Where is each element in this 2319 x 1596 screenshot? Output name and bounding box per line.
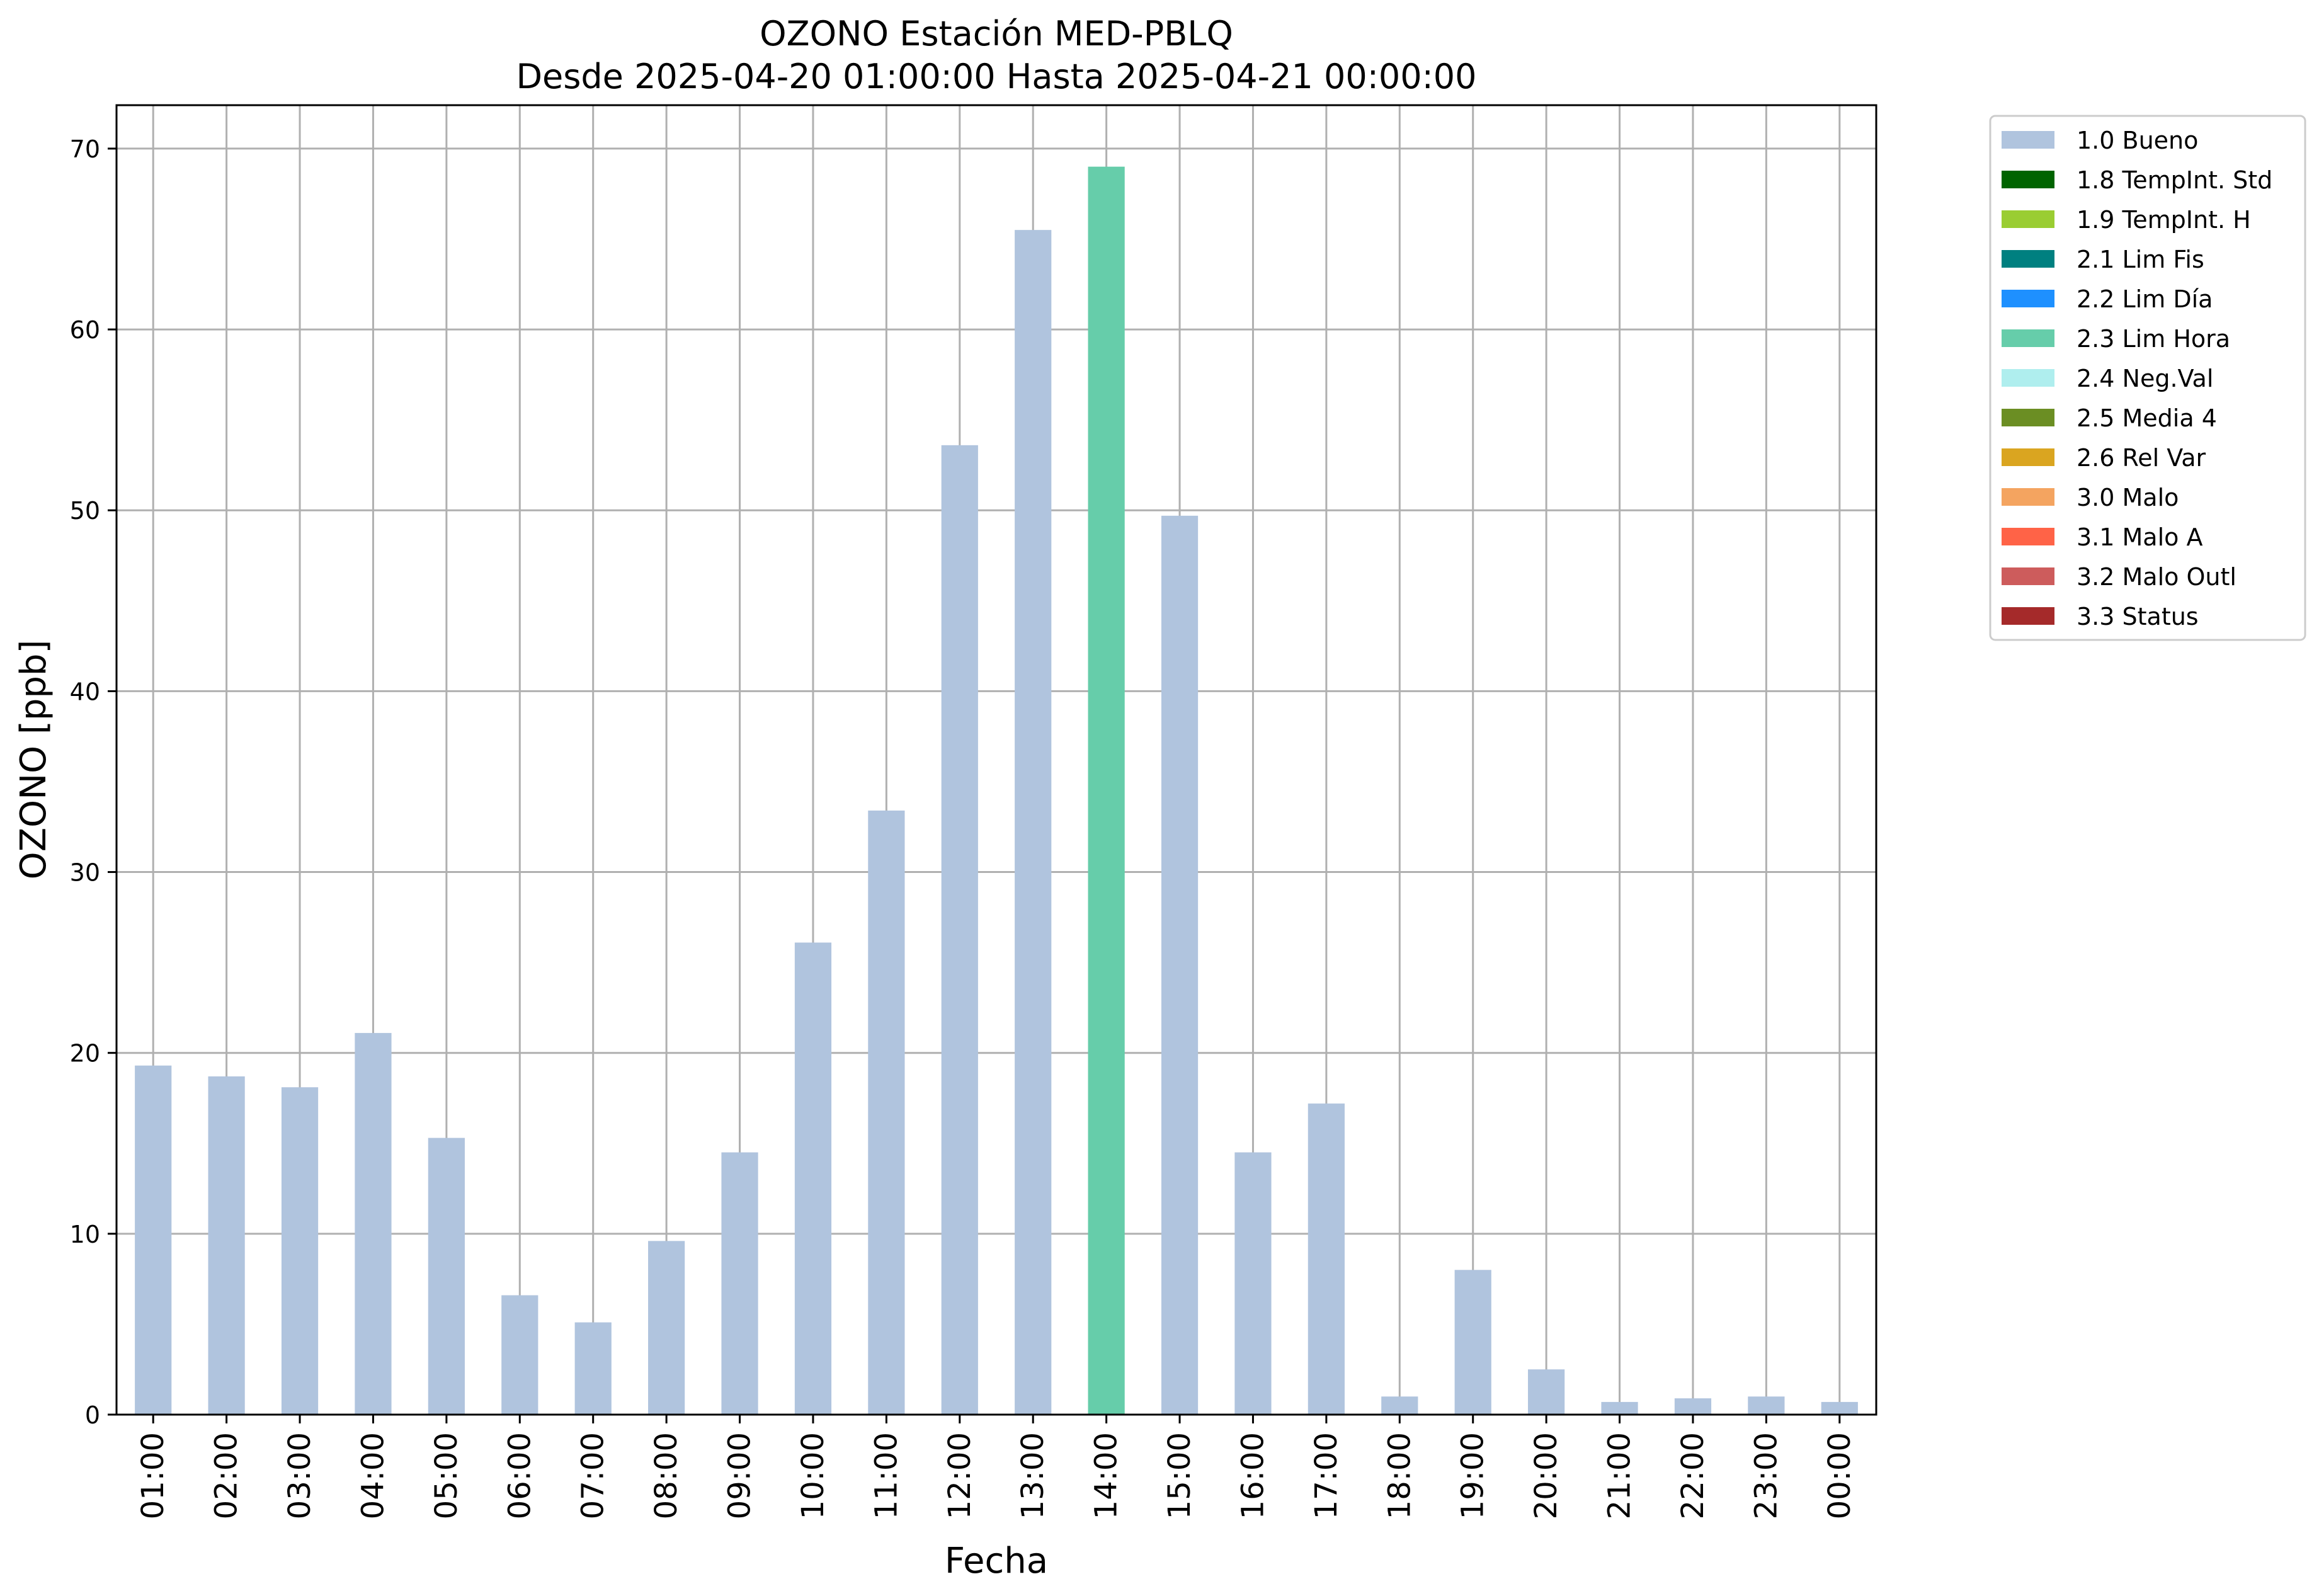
bar-0600 — [501, 1295, 538, 1415]
x-tick-label: 17:00 — [1309, 1432, 1344, 1519]
bar-1300 — [1015, 230, 1052, 1415]
y-axis-ticks: 0 10 20 30 40 50 60 70 — [70, 135, 117, 1429]
bar-0200 — [208, 1076, 245, 1415]
bar-0100 — [135, 1065, 172, 1415]
bar-1200 — [941, 445, 978, 1415]
bars — [135, 166, 1858, 1415]
bar-2100 — [1601, 1401, 1638, 1415]
bar-0500 — [428, 1137, 465, 1415]
bar-0000 — [1821, 1401, 1858, 1415]
legend-swatch — [2002, 131, 2054, 149]
bar-1900 — [1454, 1270, 1491, 1415]
legend-label: 1.9 TempInt. H — [2077, 206, 2251, 234]
bar-0700 — [574, 1322, 612, 1415]
x-tick-label: 22:00 — [1675, 1432, 1711, 1519]
legend-swatch — [2002, 528, 2054, 545]
bar-1500 — [1161, 515, 1199, 1415]
bar-0800 — [648, 1241, 685, 1415]
bar-0900 — [721, 1152, 758, 1415]
bar-1800 — [1381, 1396, 1418, 1415]
legend-swatch — [2002, 607, 2054, 625]
bar-1100 — [868, 810, 905, 1415]
x-tick-label: 12:00 — [942, 1432, 977, 1519]
x-tick-label: 16:00 — [1235, 1432, 1270, 1519]
legend-label: 1.8 TempInt. Std — [2077, 166, 2272, 194]
x-tick-label: 02:00 — [209, 1432, 244, 1519]
legend-label: 2.3 Lim Hora — [2077, 325, 2230, 353]
x-tick-label: 05:00 — [429, 1432, 464, 1519]
y-tick-label: 20 — [70, 1040, 100, 1068]
legend-swatch — [2002, 448, 2054, 466]
bar-0400 — [355, 1033, 392, 1415]
x-tick-label: 14:00 — [1089, 1432, 1124, 1519]
y-tick-label: 10 — [70, 1221, 100, 1248]
x-tick-label: 21:00 — [1602, 1432, 1638, 1519]
bar-1400 — [1088, 166, 1125, 1415]
legend-label: 2.5 Media 4 — [2077, 404, 2217, 432]
x-tick-label: 15:00 — [1162, 1432, 1197, 1519]
x-tick-label: 20:00 — [1529, 1432, 1564, 1519]
x-tick-label: 19:00 — [1456, 1432, 1491, 1519]
legend-label: 3.3 Status — [2077, 603, 2199, 630]
legend-swatch — [2002, 171, 2054, 188]
x-axis-ticks: 01:00 02:00 03:00 04:00 05:00 06:00 07:00 08:00… — [135, 1415, 1857, 1519]
x-tick-label: 23:00 — [1748, 1432, 1784, 1519]
bar-2000 — [1528, 1369, 1565, 1415]
legend-swatch — [2002, 250, 2054, 268]
x-tick-label: 10:00 — [795, 1432, 831, 1519]
y-tick-label: 0 — [85, 1401, 100, 1429]
legend-label: 2.6 Rel Var — [2077, 444, 2206, 472]
legend-swatch — [2002, 488, 2054, 506]
bar-1700 — [1308, 1103, 1345, 1415]
legend-label: 3.0 Malo — [2077, 484, 2179, 511]
y-tick-label: 50 — [70, 497, 100, 525]
legend-label: 3.2 Malo Outl — [2077, 563, 2236, 591]
legend-swatch — [2002, 210, 2054, 228]
x-tick-label: 03:00 — [282, 1432, 317, 1519]
x-axis-label: Fecha — [945, 1541, 1048, 1582]
legend-frame — [1989, 115, 2306, 641]
legend-label: 3.1 Malo A — [2077, 523, 2202, 551]
x-tick-label: 08:00 — [649, 1432, 684, 1519]
y-tick-label: 70 — [70, 135, 100, 163]
x-tick-label: 09:00 — [722, 1432, 758, 1519]
plot-frame — [115, 104, 1877, 1416]
legend-label: 2.4 Neg.Val — [2077, 365, 2213, 392]
y-tick-label: 30 — [70, 859, 100, 887]
x-tick-label: 11:00 — [869, 1432, 904, 1519]
x-tick-label: 01:00 — [135, 1432, 171, 1519]
bar-1600 — [1234, 1152, 1272, 1415]
x-tick-label: 13:00 — [1015, 1432, 1051, 1519]
y-axis-label: OZONO [ppb] — [13, 640, 54, 880]
x-tick-label: 06:00 — [502, 1432, 537, 1519]
legend-swatch — [2002, 369, 2054, 387]
x-tick-label: 18:00 — [1382, 1432, 1417, 1519]
x-tick-label: 00:00 — [1822, 1432, 1857, 1519]
bar-2300 — [1748, 1396, 1785, 1415]
legend-swatch — [2002, 329, 2054, 347]
legend-swatch — [2002, 409, 2054, 426]
chart-title: OZONO Estación MED-PBLQ — [760, 14, 1233, 54]
legend-label: 1.0 Bueno — [2077, 127, 2198, 154]
x-tick-label: 04:00 — [355, 1432, 390, 1519]
bar-0300 — [281, 1087, 319, 1415]
legend-label: 2.2 Lim Día — [2077, 285, 2213, 313]
chart-subtitle: Desde 2025-04-20 01:00:00 Hasta 2025-04-… — [516, 57, 1476, 96]
legend-swatch — [2002, 567, 2054, 585]
bar-2200 — [1674, 1398, 1712, 1415]
bar-1000 — [794, 942, 832, 1415]
y-tick-label: 40 — [70, 678, 100, 705]
legend-label: 2.1 Lim Fis — [2077, 246, 2204, 273]
legend-swatch — [2002, 290, 2054, 307]
y-tick-label: 60 — [70, 316, 100, 344]
x-tick-label: 07:00 — [576, 1432, 611, 1519]
legend: 1.0 Bueno 1.8 TempInt. Std 1.9 TempInt. H 2… — [1989, 115, 2306, 641]
